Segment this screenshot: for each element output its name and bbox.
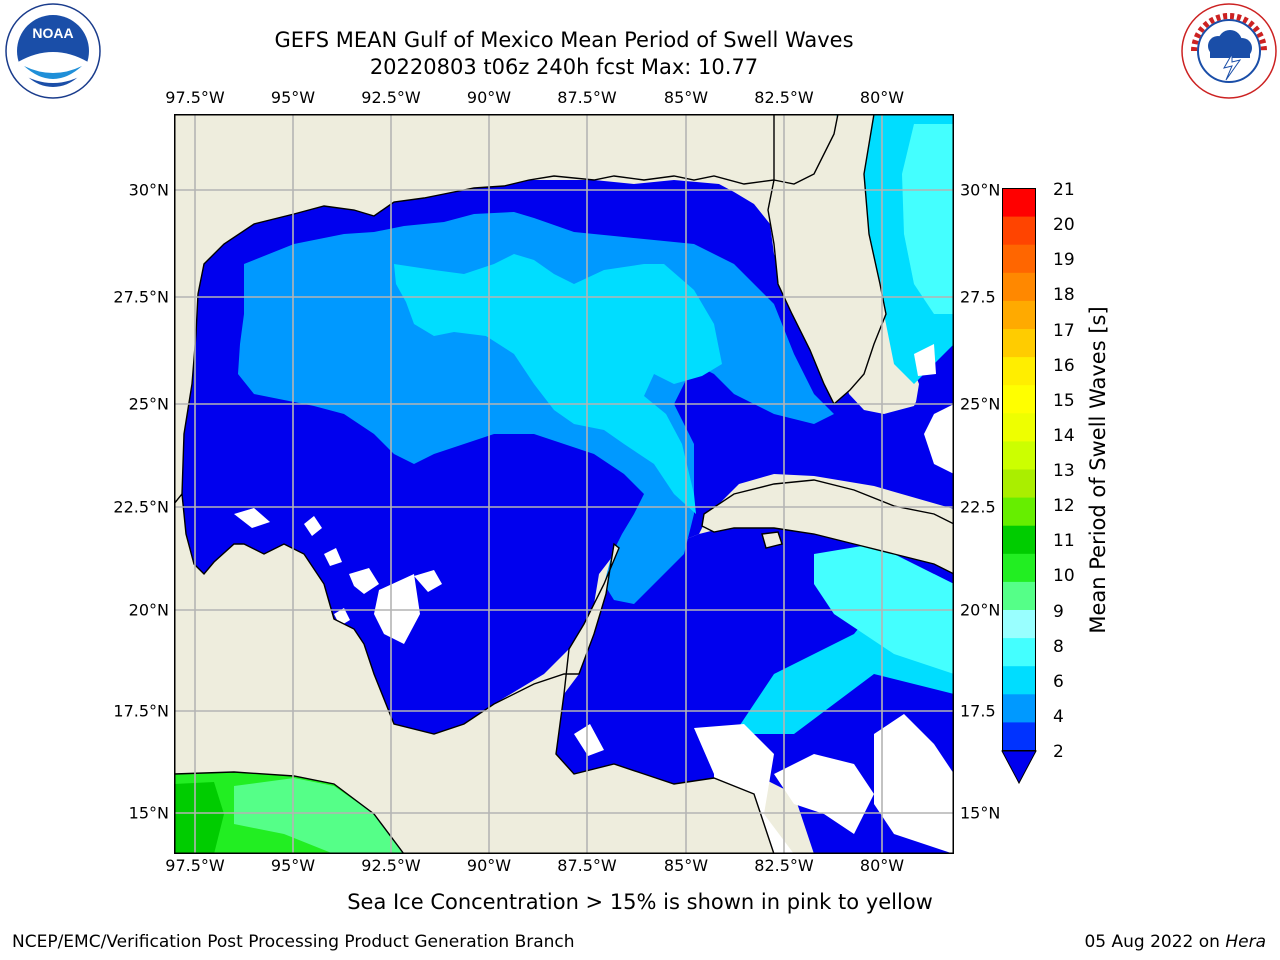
lon-tick-bottom: 80°W — [859, 856, 905, 875]
colorbar-segment — [1002, 693, 1036, 723]
colorbar-tick-label: 10 — [1053, 566, 1075, 587]
lat-tick-left: 17.5°N — [113, 701, 169, 721]
credit-date: 05 Aug 2022 on Hera — [1084, 932, 1266, 952]
lat-tick-left: 22.5°N — [113, 497, 169, 517]
isla-juventud — [761, 531, 783, 549]
lon-tick-top: 87.5°W — [557, 88, 617, 107]
lat-tick-right: 27.5 — [960, 287, 996, 307]
us-gulf-coast — [174, 114, 775, 506]
colorbar-segment — [1002, 525, 1036, 554]
lon-tick-bottom: 97.5°W — [165, 856, 225, 875]
colorbar-segment — [1002, 384, 1036, 414]
colorbar — [1001, 188, 1037, 785]
colorbar-segment — [1002, 328, 1036, 358]
graticule — [174, 114, 954, 854]
colorbar-tick-label: 19 — [1053, 250, 1075, 271]
colorbar-tick-label: 11 — [1053, 531, 1075, 552]
noaa-logo-icon: NOAA — [5, 3, 101, 99]
nws-logo-icon — [1181, 3, 1277, 99]
gulf-of-mexico-map — [174, 114, 954, 854]
florida — [767, 114, 887, 406]
swell-4-6s-region — [394, 254, 722, 514]
colorbar-frame — [1002, 188, 1036, 751]
lon-tick-top: 95°W — [270, 88, 316, 107]
colorbar-tick-label: 8 — [1053, 636, 1064, 657]
lon-tick-bottom: 95°W — [270, 856, 316, 875]
lat-tick-left: 25°N — [128, 394, 169, 414]
lon-tick-bottom: 82.5°W — [754, 856, 814, 875]
lat-tick-right: 17.5 — [960, 701, 996, 721]
colorbar-tick-label: 18 — [1053, 285, 1075, 306]
lat-tick-right: 15°N — [960, 803, 1001, 823]
colorbar-segment — [1002, 188, 1036, 217]
lat-tick-left: 30°N — [128, 180, 169, 200]
colorbar-tick-label: 12 — [1053, 496, 1075, 517]
lon-tick-top: 97.5°W — [165, 88, 225, 107]
colorbar-tick-label: 9 — [1053, 601, 1064, 622]
colorbar-segment — [1002, 553, 1036, 582]
colorbar-tick-label: 20 — [1053, 215, 1075, 236]
swell-6-8s-region — [814, 544, 954, 674]
colorbar-segment — [1002, 665, 1036, 695]
map-frame — [174, 114, 954, 854]
colorbar-segment — [1002, 272, 1036, 301]
credit-branch: NCEP/EMC/Verification Post Processing Pr… — [12, 932, 575, 952]
lon-tick-bottom: 85°W — [663, 856, 709, 875]
colorbar-tick-label: 17 — [1053, 320, 1075, 341]
lon-tick-bottom: 90°W — [466, 856, 512, 875]
lat-tick-right: 25°N — [960, 394, 1001, 414]
swell-11-12s-region — [174, 782, 224, 854]
colorbar-tick-label: 4 — [1053, 706, 1064, 727]
colorbar-title: Mean Period of Swell Waves [s] — [1086, 306, 1110, 634]
colorbar-segment — [1002, 216, 1036, 245]
lat-tick-right: 20°N — [960, 600, 1001, 620]
lon-tick-top: 92.5°W — [361, 88, 421, 107]
no-data-patches — [234, 344, 954, 854]
lat-tick-left: 20°N — [128, 600, 169, 620]
lon-tick-bottom: 87.5°W — [557, 856, 617, 875]
lat-tick-right: 22.5 — [960, 497, 996, 517]
lat-tick-left: 27.5°N — [113, 287, 169, 307]
lat-tick-left: 15°N — [128, 803, 169, 823]
lon-tick-bottom: 92.5°W — [361, 856, 421, 875]
colorbar-segment — [1002, 469, 1036, 498]
colorbar-segment — [1002, 412, 1036, 442]
colorbar-tick-label: 16 — [1053, 355, 1075, 376]
sea-ice-note: Sea Ice Concentration > 15% is shown in … — [347, 890, 933, 914]
colorbar-extend-arrow — [1001, 750, 1037, 785]
lon-tick-top: 85°W — [663, 88, 709, 107]
cuba — [701, 479, 954, 575]
colorbar-tick-label: 2 — [1053, 742, 1064, 762]
colorbar-segment — [1002, 497, 1036, 526]
colorbar-tick-label: 14 — [1053, 425, 1075, 446]
swell-6-8s-region — [902, 124, 954, 314]
lon-tick-top: 80°W — [859, 88, 905, 107]
colorbar-segment — [1002, 440, 1036, 470]
colorbar-segment — [1002, 637, 1036, 667]
colorbar-segment — [1002, 244, 1036, 273]
colorbar-segment — [1002, 721, 1036, 751]
noaa-logo-text: NOAA — [32, 25, 73, 41]
lat-tick-right: 30°N — [960, 180, 1001, 200]
colorbar-segment — [1002, 581, 1036, 610]
chart-subtitle: 20220803 t06z 240h fcst Max: 10.77 — [369, 55, 759, 79]
colorbar-tick-label: 13 — [1053, 461, 1075, 481]
lon-tick-top: 82.5°W — [754, 88, 814, 107]
lon-tick-top: 90°W — [466, 88, 512, 107]
chart-title: GEFS MEAN Gulf of Mexico Mean Period of … — [274, 28, 854, 52]
land-overlay — [174, 114, 954, 854]
colorbar-segment — [1002, 300, 1036, 329]
colorbar-tick-label: 6 — [1053, 671, 1064, 692]
swell-8-9s-region — [234, 778, 404, 854]
colorbar-tick-label: 21 — [1053, 180, 1075, 200]
colorbar-segment — [1002, 609, 1036, 639]
colorbar-tick-label: 15 — [1053, 390, 1075, 411]
colorbar-segment — [1002, 356, 1036, 386]
